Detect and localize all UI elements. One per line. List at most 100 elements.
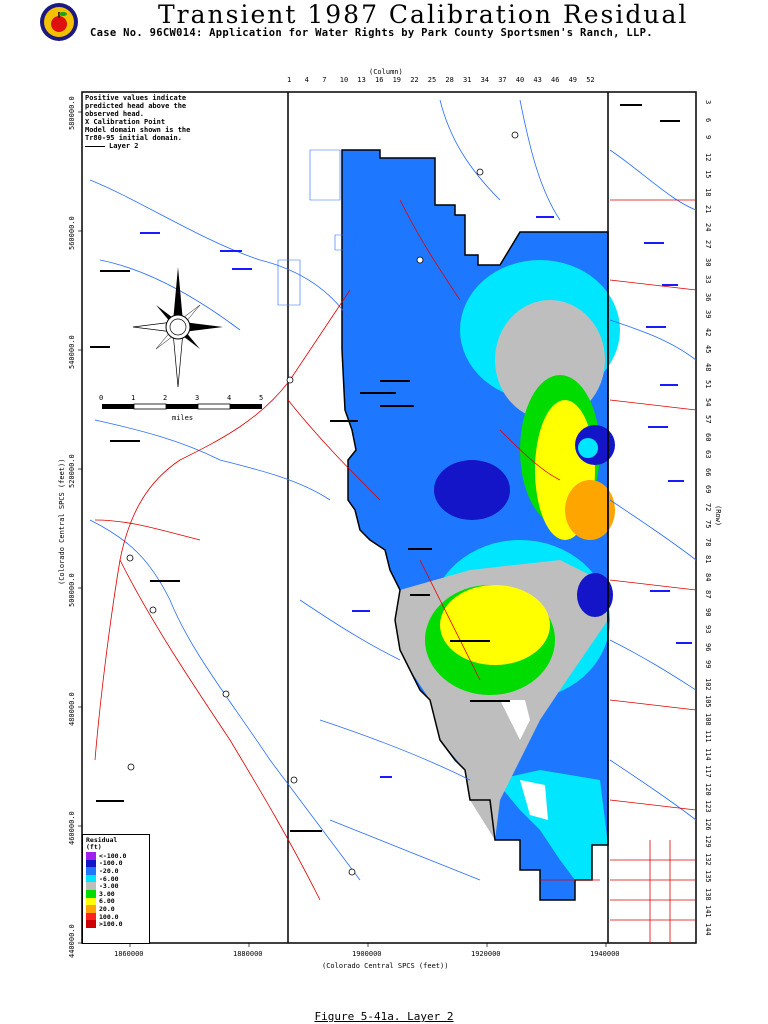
highway-marker-icon bbox=[126, 131, 519, 876]
column-tick-label: 40 bbox=[515, 76, 525, 84]
row-tick-label: 75 bbox=[704, 520, 712, 529]
column-axis-title: (Column) bbox=[369, 68, 403, 76]
row-tick-label: 42 bbox=[704, 327, 712, 336]
column-tick-label: 19 bbox=[392, 76, 402, 84]
map-note: Positive values indicate predicted head … bbox=[85, 94, 211, 150]
legend-swatch bbox=[86, 897, 96, 906]
legend-item: -3.00 bbox=[83, 882, 149, 890]
page-subtitle: Case No. 96CW014: Application for Water … bbox=[90, 27, 653, 39]
roads bbox=[94, 199, 697, 943]
scale-bar bbox=[102, 403, 262, 410]
row-tick-label: 129 bbox=[704, 835, 712, 848]
row-tick-label: 87 bbox=[704, 590, 712, 599]
row-tick-label: 141 bbox=[704, 905, 712, 918]
row-tick-label: 33 bbox=[704, 275, 712, 284]
x-tick-label: 1860000 bbox=[114, 950, 144, 958]
y-tick-label: 580000.0 bbox=[68, 96, 76, 130]
layer-line-icon bbox=[85, 145, 105, 147]
compass-rose-icon bbox=[132, 267, 223, 388]
legend-item: -20.0 bbox=[83, 867, 149, 875]
row-tick-label: 60 bbox=[704, 432, 712, 441]
page-title: Transient 1987 Calibration Residual bbox=[158, 0, 689, 29]
legend-label: 20.0 bbox=[99, 904, 115, 913]
row-tick-label: 78 bbox=[704, 537, 712, 546]
y-tick-label: 480000.0 bbox=[68, 692, 76, 726]
legend-swatch bbox=[86, 867, 96, 875]
row-tick-label: 48 bbox=[704, 362, 712, 371]
figure-caption: Figure 5-41a. Layer 2 bbox=[314, 1010, 454, 1023]
legend-item: 3.00 bbox=[83, 890, 149, 898]
row-tick-label: 111 bbox=[704, 730, 712, 743]
column-tick-label: 25 bbox=[427, 76, 437, 84]
legend-swatch bbox=[86, 852, 96, 860]
row-tick-label: 3 bbox=[704, 100, 712, 105]
legend-unit: (ft) bbox=[86, 843, 102, 851]
column-tick-label: 34 bbox=[480, 76, 490, 84]
row-tick-label: 15 bbox=[704, 170, 712, 179]
legend-title: Residual bbox=[86, 836, 118, 844]
column-tick-label: 46 bbox=[551, 76, 560, 84]
column-tick-label: 13 bbox=[357, 76, 366, 84]
legend-label: -3.00 bbox=[99, 882, 119, 891]
row-tick-label: 66 bbox=[704, 467, 712, 476]
note-positive-values: Positive values indicate predicted head … bbox=[85, 94, 187, 118]
row-tick-label: 27 bbox=[704, 240, 712, 249]
x-tick-label: 1920000 bbox=[471, 950, 501, 958]
row-tick-label: 135 bbox=[704, 870, 712, 883]
legend-label: >100.0 bbox=[99, 920, 123, 929]
x-tick-label: 1900000 bbox=[352, 950, 382, 958]
scale-tick-2: 2 bbox=[163, 394, 168, 402]
legend-label: 6.00 bbox=[99, 897, 115, 906]
row-tick-label: 57 bbox=[704, 415, 712, 424]
note-calibration-point: X Calibration Point bbox=[85, 118, 166, 126]
scale-bar-unit: miles bbox=[172, 414, 194, 422]
row-tick-label: 114 bbox=[704, 747, 712, 761]
y-tick-label: 460000.0 bbox=[68, 811, 76, 845]
scale-tick-0: 0 bbox=[99, 394, 104, 402]
row-tick-label: 39 bbox=[704, 310, 712, 319]
map-annotations bbox=[90, 104, 680, 832]
row-tick-label: 69 bbox=[704, 485, 712, 494]
row-tick-label: 96 bbox=[704, 642, 712, 651]
row-tick-label: 45 bbox=[704, 345, 712, 354]
legend-label: 100.0 bbox=[99, 912, 119, 921]
row-tick-label: 12 bbox=[704, 152, 712, 161]
row-tick-label: 63 bbox=[704, 450, 712, 459]
x-tick-label: 1940000 bbox=[590, 950, 620, 958]
row-tick-label: 18 bbox=[704, 187, 712, 196]
y-axis-title: (Colorado Central SPCS (feet)) bbox=[58, 458, 66, 585]
column-tick-label: 52 bbox=[586, 76, 595, 84]
row-tick-label: 6 bbox=[704, 117, 712, 122]
row-axis-title: (Row) bbox=[714, 505, 722, 527]
row-tick-label: 132 bbox=[704, 852, 712, 866]
note-layer-label: Layer 2 bbox=[109, 142, 139, 150]
row-tick-label: 102 bbox=[704, 677, 712, 691]
scale-tick-1: 1 bbox=[131, 394, 136, 402]
row-tick-label: 105 bbox=[704, 695, 712, 708]
x-axis-title: (Colorado Central SPCS (feet)) bbox=[322, 962, 449, 970]
y-tick-label: 440000.0 bbox=[68, 924, 76, 958]
y-tick-label: 520000.0 bbox=[68, 454, 76, 488]
row-tick-label: 90 bbox=[704, 607, 712, 616]
legend-item: 6.00 bbox=[83, 897, 149, 906]
legend-label: -100.0 bbox=[99, 859, 123, 868]
row-tick-label: 126 bbox=[704, 817, 712, 831]
legend-swatch bbox=[86, 912, 96, 921]
scale-tick-5: 5 bbox=[259, 394, 264, 402]
legend-item: -100.0 bbox=[83, 859, 149, 868]
y-tick-label: 540000.0 bbox=[68, 335, 76, 369]
row-tick-label: 30 bbox=[704, 257, 712, 266]
legend-swatch bbox=[86, 859, 96, 868]
row-tick-label: 24 bbox=[704, 222, 712, 231]
column-tick-label: 22 bbox=[410, 76, 419, 84]
column-tick-label: 31 bbox=[463, 76, 472, 84]
row-tick-label: 81 bbox=[704, 555, 712, 564]
place-labels bbox=[140, 216, 692, 778]
row-tick-label: 21 bbox=[704, 205, 712, 214]
y-tick-label: 500000.0 bbox=[68, 573, 76, 607]
legend-swatch bbox=[86, 889, 96, 898]
legend-label: -20.0 bbox=[99, 866, 119, 875]
note-model-domain: Model domain shown is the Tr80-95 initia… bbox=[85, 126, 191, 142]
scale-tick-3: 3 bbox=[195, 394, 200, 402]
